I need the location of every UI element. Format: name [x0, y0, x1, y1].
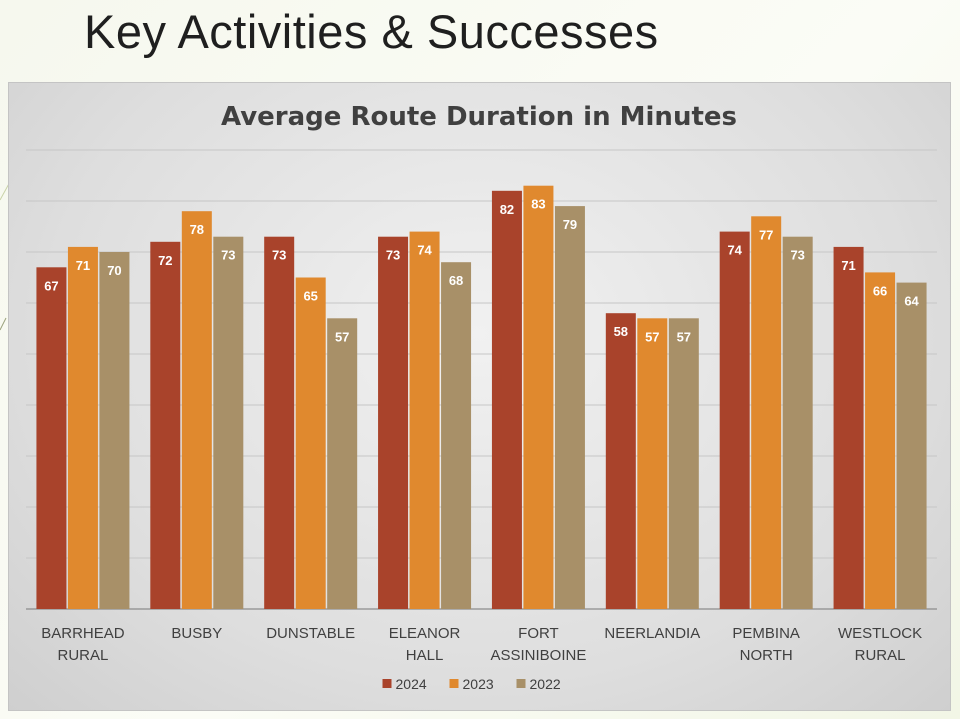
- bar-2023: [409, 231, 440, 609]
- data-label-2023: 65: [303, 289, 317, 304]
- bar-2023: [865, 272, 896, 609]
- bar-2023: [67, 246, 98, 609]
- data-label-2023: 57: [645, 329, 659, 344]
- data-labels: 67 71 70 72 78 73 73 65 57 73 74 68 82 83 79 58 57 57 74 77…: [44, 197, 919, 345]
- bar-2022: [441, 262, 472, 609]
- data-label-2024: 58: [614, 324, 628, 339]
- category-label: HALL: [406, 647, 444, 664]
- category-label: NORTH: [740, 647, 793, 664]
- chart-panel: Average Route Duration in Minutes 67 71 70…: [8, 82, 951, 711]
- bar-2023: [751, 216, 782, 610]
- data-label-2022: 68: [449, 273, 463, 288]
- data-label-2023: 77: [759, 227, 773, 242]
- bar-2022: [327, 318, 358, 609]
- data-label-2022: 70: [107, 263, 121, 278]
- category-label: RURAL: [58, 647, 109, 664]
- data-label-2022: 73: [221, 248, 235, 263]
- bar-2024: [36, 267, 67, 609]
- data-label-2022: 64: [904, 294, 919, 309]
- legend: 2024 2023 2022: [382, 676, 561, 692]
- category-label: ASSINIBOINE: [491, 647, 587, 664]
- data-label-2022: 57: [677, 329, 691, 344]
- bar-2023: [523, 185, 554, 609]
- data-label-2022: 79: [563, 217, 577, 232]
- data-label-2022: 73: [790, 248, 804, 263]
- legend-swatch-2024: [382, 679, 392, 688]
- bar-2024: [719, 231, 750, 609]
- category-labels: BARRHEAD RURAL BUSBY DUNSTABLE ELEANOR HALL FO…: [41, 625, 922, 664]
- bar-2024: [150, 241, 181, 610]
- slide-title: Key Activities & Successes: [84, 5, 659, 58]
- category-label: RURAL: [855, 647, 906, 664]
- bar-2022: [668, 318, 699, 609]
- data-label-2022: 57: [335, 329, 349, 344]
- chart-title: Average Route Duration in Minutes: [221, 102, 737, 132]
- bar-2024: [378, 236, 409, 609]
- bar-2022: [896, 282, 927, 609]
- data-label-2024: 73: [272, 248, 286, 263]
- legend-label-2022: 2022: [530, 676, 561, 692]
- bar-chart: Average Route Duration in Minutes 67 71 70…: [26, 102, 937, 692]
- legend-swatch-2023: [449, 679, 459, 688]
- bar-2023: [295, 277, 326, 609]
- data-label-2023: 78: [190, 222, 204, 237]
- bar-2024: [264, 236, 295, 609]
- category-label: NEERLANDIA: [604, 625, 700, 642]
- category-label: PEMBINA: [732, 625, 800, 642]
- data-label-2023: 83: [531, 197, 545, 212]
- bar-2024: [491, 190, 522, 610]
- data-label-2024: 71: [841, 258, 855, 273]
- category-label: ELEANOR: [389, 625, 461, 642]
- category-label: BARRHEAD: [41, 625, 125, 642]
- data-label-2024: 73: [386, 248, 400, 263]
- bars: [36, 185, 927, 610]
- data-label-2024: 72: [158, 253, 172, 268]
- data-label-2023: 66: [873, 283, 887, 298]
- legend-label-2024: 2024: [396, 676, 427, 692]
- bar-2022: [782, 236, 813, 609]
- data-label-2024: 67: [44, 278, 58, 293]
- category-label: WESTLOCK: [838, 625, 922, 642]
- category-label: BUSBY: [171, 625, 222, 642]
- data-label-2024: 82: [500, 202, 514, 217]
- data-label-2023: 71: [76, 258, 90, 273]
- data-label-2023: 74: [417, 243, 432, 258]
- bar-2023: [637, 318, 668, 609]
- legend-swatch-2022: [516, 679, 526, 688]
- bar-2022: [99, 252, 130, 609]
- decorative-stroke-mid: [0, 317, 7, 331]
- bar-2024: [605, 313, 636, 609]
- bar-2023: [181, 211, 212, 609]
- legend-label-2023: 2023: [463, 676, 494, 692]
- data-label-2024: 74: [727, 243, 742, 258]
- bar-2024: [833, 246, 864, 609]
- category-label: FORT: [518, 625, 559, 642]
- bar-2022: [213, 236, 244, 609]
- category-label: DUNSTABLE: [266, 625, 355, 642]
- bar-2022: [554, 206, 585, 609]
